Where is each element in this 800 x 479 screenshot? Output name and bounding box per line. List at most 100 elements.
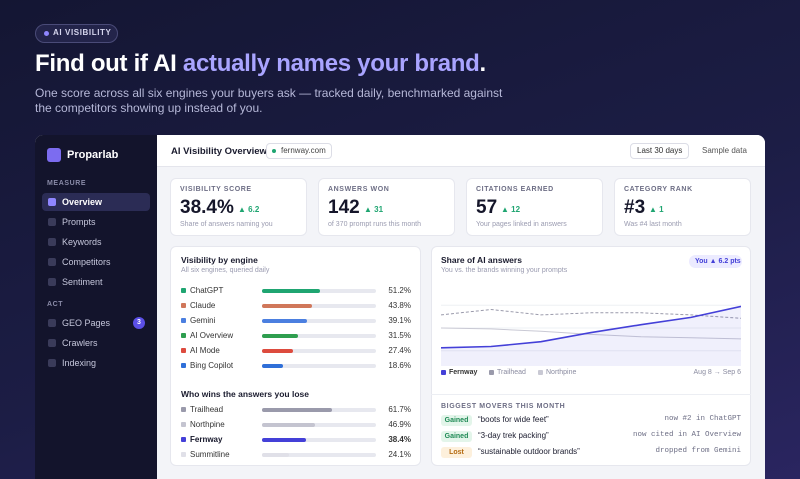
bar-track <box>262 319 376 323</box>
kpi-card <box>318 178 455 236</box>
kpi-delta: ▲ 6.2 <box>238 205 260 214</box>
nav-icon <box>48 258 56 266</box>
legend-dot <box>181 288 186 293</box>
row-name: Northpine <box>190 420 225 429</box>
status-pill: Gained <box>441 431 472 442</box>
line-chart <box>441 304 741 366</box>
row-name: AI Mode <box>190 346 220 355</box>
nav-icon <box>48 218 56 226</box>
kpi-value: 142 <box>328 197 360 218</box>
headline-end: . <box>479 50 487 77</box>
headline: Find out if AI actually names your brand… <box>35 52 486 76</box>
nav-icon <box>48 278 56 286</box>
badge <box>35 24 118 43</box>
legend-dot <box>181 407 186 412</box>
divider <box>431 394 751 395</box>
row-name: Summitline <box>190 450 230 459</box>
section-title: ACT <box>47 301 64 308</box>
kpi-value: 57 <box>476 197 498 218</box>
legend-dot <box>181 452 186 457</box>
headline-text: Find out if AI <box>35 50 177 77</box>
row-name: Bing Copilot <box>190 361 234 370</box>
legend-swatch <box>441 370 446 375</box>
row-name: AI Overview <box>190 331 234 340</box>
line <box>441 327 741 340</box>
card-subtitle: All six engines, queried daily <box>181 267 270 274</box>
bar <box>262 408 333 412</box>
kpi-card <box>614 178 751 236</box>
bar <box>262 453 290 457</box>
bar <box>262 364 284 368</box>
nav-item[interactable]: Crawlers <box>62 338 98 348</box>
nav-item[interactable]: GEO Pages <box>62 318 111 328</box>
mover-note: dropped from Gemini <box>655 447 741 455</box>
bar-track <box>262 334 376 338</box>
button-label[interactable]: Last 30 days <box>637 146 683 155</box>
bar-track <box>262 304 376 308</box>
bar <box>262 334 298 338</box>
line <box>441 305 741 349</box>
nav-item[interactable]: Keywords <box>62 237 102 247</box>
bar <box>262 349 294 353</box>
status-pill: Lost <box>441 447 472 458</box>
row-name: Claude <box>190 301 216 310</box>
domain-pill <box>266 143 332 159</box>
value-label: 27.4% <box>388 346 411 355</box>
bar <box>262 423 316 427</box>
nav-item[interactable]: Competitors <box>62 257 111 267</box>
kpi-label: CATEGORY RANK <box>624 186 693 193</box>
subhead: One score across all six engines your bu… <box>35 86 503 115</box>
kpi-value: #3 <box>624 197 646 218</box>
bar-track <box>262 453 376 457</box>
bar <box>262 438 306 442</box>
kpi-card <box>466 178 603 236</box>
date-range: Aug 8 → Sep 6 <box>693 369 741 376</box>
value-label: 43.8% <box>388 301 411 310</box>
legend-label: Northpine <box>546 369 577 376</box>
value-label: 51.2% <box>388 286 411 295</box>
delta-pill <box>689 255 742 268</box>
nav-item[interactable]: Overview <box>62 197 103 207</box>
bar <box>262 319 307 323</box>
nav-item[interactable]: Prompts <box>62 217 96 227</box>
line <box>441 308 741 319</box>
headline-highlight: actually names your brand <box>182 50 480 77</box>
value-label: 31.5% <box>388 331 411 340</box>
bar-track <box>262 438 376 442</box>
kpi-note: of 370 prompt runs this month <box>328 221 421 228</box>
nav-badge: 3 <box>133 317 145 329</box>
kpi-note: Was #4 last month <box>624 221 682 228</box>
mover-note: now #2 in ChatGPT <box>664 415 741 423</box>
button-label[interactable]: Sample data <box>702 146 747 155</box>
brand-name: Proparlab <box>67 149 119 161</box>
kpi-note: Share of answers naming you <box>180 221 273 228</box>
row-name: Trailhead <box>190 405 224 414</box>
bar <box>262 304 312 308</box>
topbar-title: AI Visibility Overview <box>171 146 267 157</box>
row-name: ChatGPT <box>190 286 224 295</box>
kpi-label: ANSWERS WON <box>328 186 390 193</box>
kpi-label: VISIBILITY SCORE <box>180 186 252 193</box>
legend-dot <box>181 437 186 442</box>
bar-track <box>262 423 376 427</box>
card-subtitle: You vs. the brands winning your prompts <box>441 267 568 274</box>
legend-dot <box>181 363 186 368</box>
section-title: MEASURE <box>47 180 87 187</box>
row-name: Gemini <box>190 316 216 325</box>
card-title: Who wins the answers you lose <box>181 389 309 399</box>
status-pill: Gained <box>441 415 472 426</box>
mover-query: “boots for wide feet” <box>478 415 549 424</box>
nav-icon <box>48 319 56 327</box>
delta-pill-text: You ▲ 6.2 pts <box>695 258 741 265</box>
card <box>170 246 421 466</box>
legend-dot <box>181 348 186 353</box>
nav-icon <box>48 359 56 367</box>
legend-swatch <box>538 370 543 375</box>
bar-track <box>262 349 376 353</box>
nav-item[interactable]: Indexing <box>62 358 97 368</box>
legend-label: Fernway <box>449 369 478 376</box>
nav-item[interactable]: Sentiment <box>62 277 103 287</box>
card-title: Visibility by engine <box>181 255 258 265</box>
card-title: Share of AI answers <box>441 255 522 265</box>
card <box>431 246 751 466</box>
